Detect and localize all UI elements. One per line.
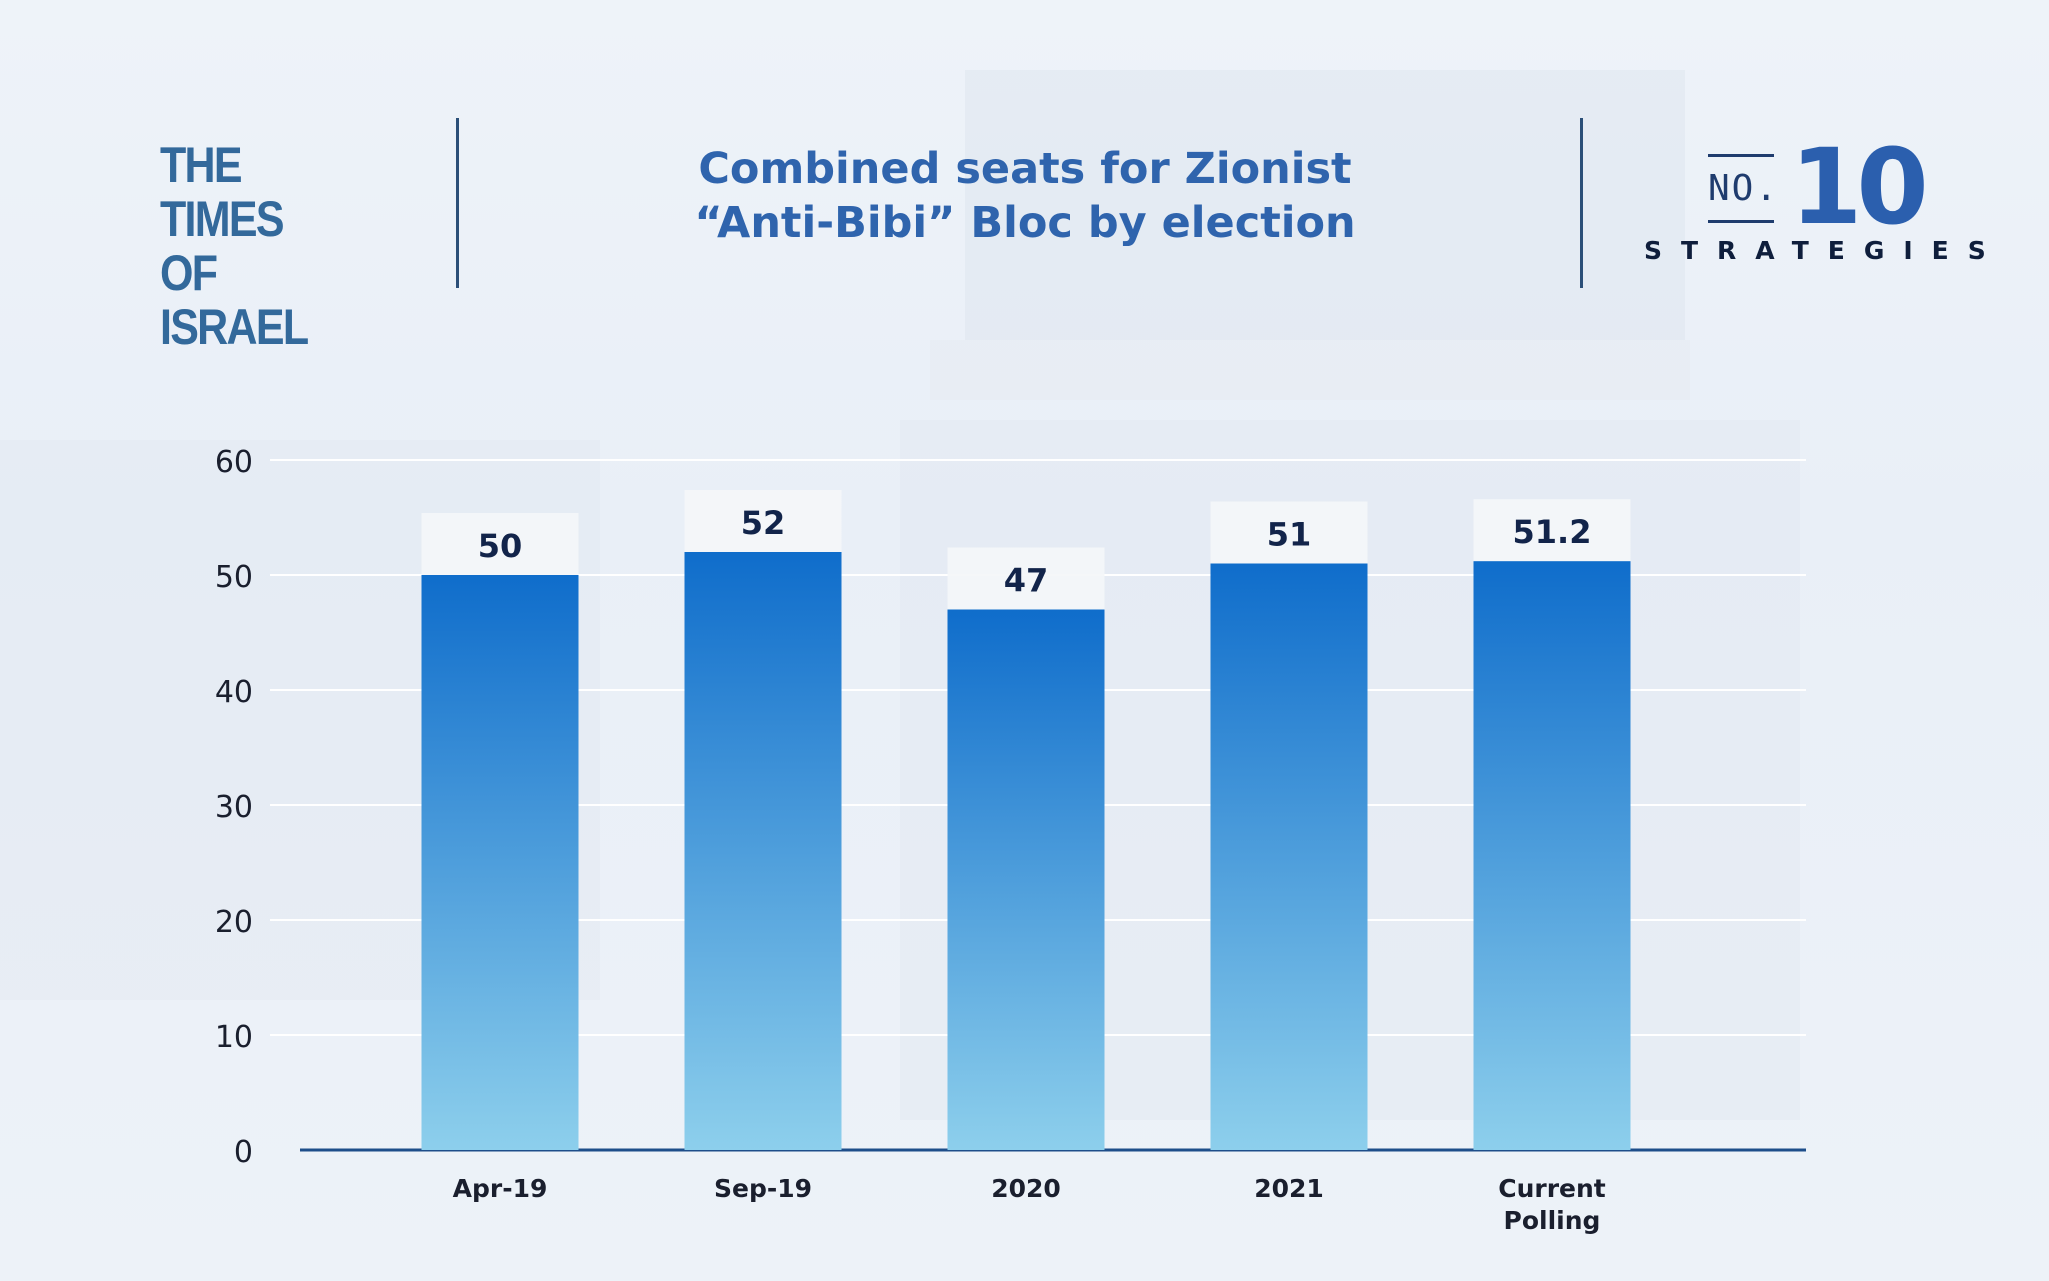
y-tick-label: 0 bbox=[234, 1135, 253, 1170]
y-tick-label: 20 bbox=[215, 905, 253, 940]
data-label-bg bbox=[947, 547, 1105, 610]
brand-number: 10 bbox=[1790, 126, 1929, 248]
y-tick-label: 40 bbox=[215, 675, 253, 710]
data-label-bg bbox=[1473, 499, 1631, 562]
data-label-bg bbox=[421, 513, 579, 575]
x-tick-label: Current bbox=[1498, 1174, 1606, 1203]
times-of-israel-logo: THE TIMES OF ISRAEL bbox=[160, 138, 366, 354]
header-divider-right bbox=[1580, 118, 1583, 288]
x-tick-label: 2020 bbox=[991, 1174, 1061, 1203]
bar bbox=[1210, 563, 1368, 1150]
brand-no-text: NO. bbox=[1708, 168, 1780, 209]
x-tick-label: 2021 bbox=[1254, 1174, 1324, 1203]
no10-strategies-logo: NO. 10 STRATEGIES bbox=[1640, 126, 1986, 270]
chart-title-line-1: Combined seats for Zionist bbox=[698, 144, 1352, 194]
bar bbox=[421, 575, 579, 1150]
bar-value-label: 51.2 bbox=[1513, 513, 1592, 551]
y-tick-label: 30 bbox=[215, 790, 253, 825]
data-label-bg bbox=[684, 490, 842, 552]
bar-value-label: 47 bbox=[1004, 562, 1049, 600]
bar bbox=[684, 552, 842, 1150]
x-tick-label: Apr-19 bbox=[453, 1174, 548, 1203]
brand-rule-bottom bbox=[1708, 220, 1774, 223]
logo-line-2: OF ISRAEL bbox=[160, 245, 309, 355]
bar bbox=[1473, 561, 1631, 1150]
bar-value-label: 52 bbox=[741, 504, 786, 542]
data-label-bg bbox=[1210, 501, 1368, 564]
logo-line-1: THE TIMES bbox=[160, 137, 285, 247]
bar-value-label: 50 bbox=[478, 527, 523, 565]
bar bbox=[947, 609, 1105, 1150]
y-tick-label: 50 bbox=[215, 560, 253, 595]
brand-rule-top bbox=[1708, 154, 1774, 157]
y-tick-label: 10 bbox=[215, 1020, 253, 1055]
brand-subtitle: STRATEGIES bbox=[1644, 236, 2005, 265]
chart-title: Combined seats for Zionist “Anti-Bibi” B… bbox=[560, 142, 1490, 250]
bar-value-label: 51 bbox=[1267, 516, 1312, 554]
x-tick-label: Sep-19 bbox=[714, 1174, 812, 1203]
chart-title-line-2: “Anti-Bibi” Bloc by election bbox=[694, 198, 1356, 248]
x-tick-label: Polling bbox=[1504, 1206, 1601, 1235]
header-divider-left bbox=[456, 118, 459, 288]
y-tick-label: 60 bbox=[215, 445, 253, 480]
